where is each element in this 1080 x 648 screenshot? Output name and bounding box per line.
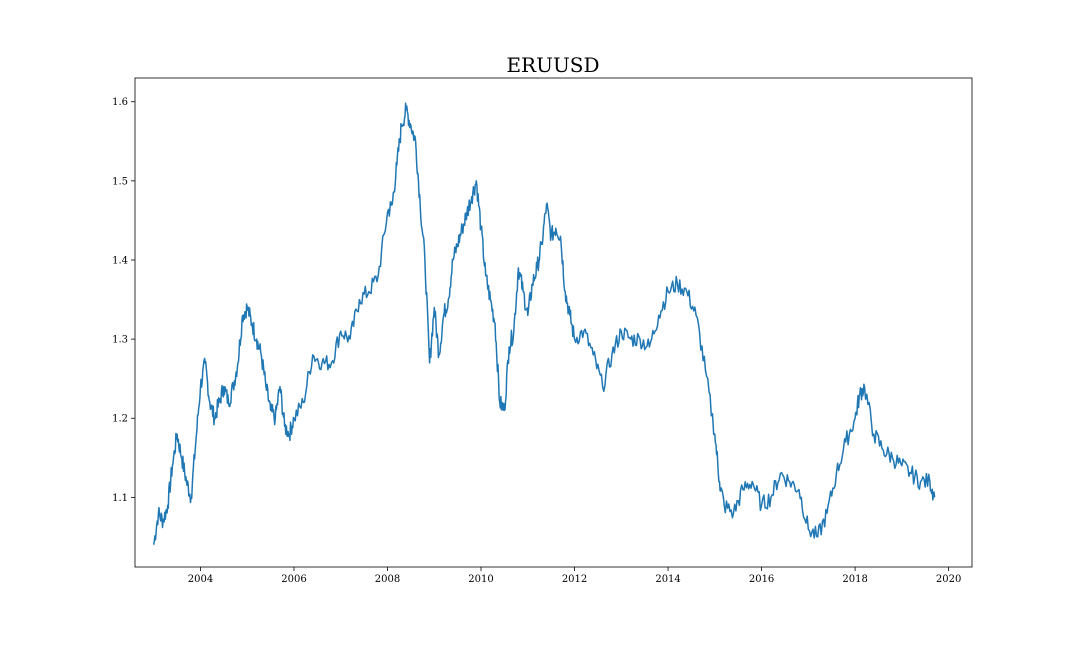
x-tick-label: 2020: [936, 574, 961, 585]
y-tick-label: 1.2: [112, 414, 128, 425]
series-line: [152, 102, 936, 545]
y-tick-label: 1.3: [112, 335, 128, 346]
x-tick-label: 2018: [842, 574, 867, 585]
x-tick-label: 2006: [281, 574, 306, 585]
x-tick-label: 2004: [188, 574, 213, 585]
x-axis: 2004 2006 2008 2010 2012 2014 2016 2018 2020: [188, 567, 961, 585]
x-tick-label: 2014: [655, 574, 680, 585]
chart-title: ERUUSD: [506, 53, 599, 77]
y-tick-label: 1.6: [112, 97, 128, 108]
y-tick-label: 1.5: [112, 176, 128, 187]
x-tick-label: 2008: [375, 574, 400, 585]
series-group: [152, 102, 936, 545]
y-tick-label: 1.1: [112, 493, 128, 504]
y-tick-label: 1.4: [112, 255, 128, 266]
x-tick-label: 2010: [468, 574, 493, 585]
x-tick-label: 2012: [562, 574, 587, 585]
x-tick-label: 2016: [749, 574, 774, 585]
y-axis: 1.1 1.2 1.3 1.4 1.5 1.6: [112, 97, 135, 504]
plot-frame: [134, 77, 973, 568]
